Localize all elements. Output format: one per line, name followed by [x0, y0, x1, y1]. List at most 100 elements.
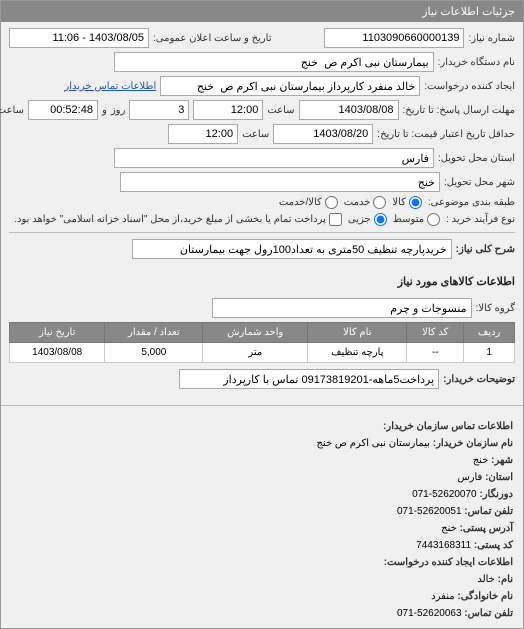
val-org-city: خنج	[473, 455, 489, 466]
row-buyer-desc: توضیحات خریدار:	[9, 369, 515, 389]
val-req-phone: 52620063-071	[397, 608, 462, 619]
th-date: تاریخ نیاز	[10, 323, 105, 343]
label-org-province: استان:	[485, 472, 513, 483]
td-name: پارچه تنظیف	[308, 343, 407, 363]
panel-title: جزئیات اطلاعات نیاز	[422, 6, 515, 18]
val-org-name: بیمارستان نبی اکرم ص خنج	[316, 438, 430, 449]
label-org-city: شهر:	[491, 455, 513, 466]
radio-minor[interactable]	[374, 213, 387, 226]
radio-goods-service[interactable]	[325, 196, 338, 209]
buyer-desc-field[interactable]	[179, 369, 439, 389]
row-need-title: شرح کلی نیاز:	[9, 239, 515, 259]
row-province: استان محل تحویل:	[9, 148, 515, 168]
row-deadline: مهلت ارسال پاسخ: تا تاریخ: ساعت روز و سا…	[9, 100, 515, 120]
panel-header: جزئیات اطلاعات نیاز	[1, 1, 523, 22]
validity-time-field[interactable]	[168, 124, 238, 144]
row-subject-class: طبقه بندی موضوعی: کالا خدمت کالا/خدمت	[9, 196, 515, 209]
label-need-no: شماره نیاز:	[468, 33, 515, 44]
val-postal-addr: خنج	[441, 523, 457, 534]
td-date: 1403/08/08	[10, 343, 105, 363]
radio-medium-label[interactable]: متوسط	[393, 213, 440, 226]
val-fax: 52620070-071	[412, 489, 477, 500]
label-req-creator-title: اطلاعات ایجاد کننده درخواست:	[384, 557, 513, 568]
row-process-type: نوع فرآیند خرید : متوسط جزیی پرداخت تمام…	[9, 213, 515, 226]
deadline-days-field[interactable]	[129, 100, 189, 120]
label-remaining: ساعت باقی مانده	[0, 105, 24, 116]
panel-body: شماره نیاز: تاریخ و ساعت اعلان عمومی: نا…	[1, 22, 523, 269]
th-unit: واحد شمارش	[203, 323, 308, 343]
need-no-field[interactable]	[324, 28, 464, 48]
td-qty: 5,000	[105, 343, 203, 363]
city-field[interactable]	[120, 172, 440, 192]
label-process-type: نوع فرآیند خرید :	[446, 214, 515, 225]
contact-link[interactable]: اطلاعات تماس خریدار	[64, 81, 156, 92]
label-req-family: نام خانوادگی:	[457, 591, 513, 602]
val-org-province: فارس	[457, 472, 482, 483]
row-goods-group: گروه کالا:	[9, 298, 515, 318]
label-postal-code: کد پستی:	[474, 540, 513, 551]
contact-info-block: اطلاعات تماس سازمان خریدار: نام سازمان خ…	[1, 412, 523, 628]
label-days: روز	[111, 105, 126, 116]
label-buyer-desc: توضیحات خریدار:	[443, 374, 515, 385]
announce-dt-field[interactable]	[9, 28, 149, 48]
label-device-name: نام دستگاه خریدار:	[438, 57, 515, 68]
checkbox-islamic-label[interactable]: پرداخت تمام یا بخشی از مبلغ خرید،از محل …	[14, 213, 342, 226]
device-name-field[interactable]	[114, 52, 434, 72]
goods-section-title: اطلاعات کالاهای مورد نیاز	[9, 275, 515, 288]
deadline-time-field[interactable]	[193, 100, 263, 120]
val-phone: 52620051-071	[397, 506, 462, 517]
label-contact-title: اطلاعات تماس سازمان خریدار:	[383, 421, 513, 432]
radio-goods[interactable]	[409, 196, 422, 209]
radio-goods-service-text: کالا/خدمت	[279, 197, 322, 208]
radio-medium-text: متوسط	[393, 214, 424, 225]
label-and: و	[102, 105, 107, 116]
radio-medium[interactable]	[427, 213, 440, 226]
th-code: کد کالا	[407, 323, 464, 343]
row-validity: حداقل تاریخ اعتبار قیمت: تا تاریخ: ساعت	[9, 124, 515, 144]
row-device-name: نام دستگاه خریدار:	[9, 52, 515, 72]
row-need-no: شماره نیاز: تاریخ و ساعت اعلان عمومی:	[9, 28, 515, 48]
separator-1	[9, 232, 515, 233]
label-validity: حداقل تاریخ اعتبار قیمت: تا تاریخ:	[377, 129, 515, 140]
td-unit: متر	[203, 343, 308, 363]
label-time-1: ساعت	[267, 105, 294, 116]
radio-goods-text: کالا	[392, 197, 406, 208]
label-goods-group: گروه کالا:	[476, 303, 515, 314]
label-time-2: ساعت	[242, 129, 269, 140]
val-postal-code: 7443168311	[416, 540, 471, 551]
creator-field[interactable]	[160, 76, 420, 96]
label-subject-class: طبقه بندی موضوعی:	[428, 197, 515, 208]
label-req-phone: تلفن تماس:	[464, 608, 513, 619]
label-creator: ایجاد کننده درخواست:	[424, 81, 515, 92]
radio-goods-service-label[interactable]: کالا/خدمت	[279, 196, 338, 209]
radio-service[interactable]	[373, 196, 386, 209]
goods-group-field[interactable]	[212, 298, 472, 318]
radio-service-text: خدمت	[344, 197, 371, 208]
need-details-panel: جزئیات اطلاعات نیاز شماره نیاز: تاریخ و …	[0, 0, 524, 629]
val-req-family: منفرد	[431, 591, 454, 602]
checkbox-islamic-text: پرداخت تمام یا بخشی از مبلغ خرید،از محل …	[14, 214, 326, 225]
separator-2	[1, 405, 523, 406]
goods-table: ردیف کد کالا نام کالا واحد شمارش تعداد /…	[9, 322, 515, 363]
th-qty: تعداد / مقدار	[105, 323, 203, 343]
province-field[interactable]	[114, 148, 434, 168]
radio-minor-text: جزیی	[348, 214, 371, 225]
radio-goods-label[interactable]: کالا	[392, 196, 422, 209]
label-announce-dt: تاریخ و ساعت اعلان عمومی:	[153, 33, 272, 44]
radio-service-label[interactable]: خدمت	[344, 196, 387, 209]
radio-minor-label[interactable]: جزیی	[348, 213, 387, 226]
deadline-date-field[interactable]	[299, 100, 399, 120]
validity-date-field[interactable]	[273, 124, 373, 144]
deadline-remaining-field[interactable]	[28, 100, 98, 120]
th-row: ردیف	[464, 323, 515, 343]
td-row: 1	[464, 343, 515, 363]
label-city: شهر محل تحویل:	[444, 177, 515, 188]
goods-body: گروه کالا: ردیف کد کالا نام کالا واحد شم…	[1, 292, 523, 399]
need-title-field[interactable]	[132, 239, 452, 259]
label-org-name: نام سازمان خریدار:	[433, 438, 513, 449]
checkbox-islamic[interactable]	[329, 213, 342, 226]
table-row: 1 -- پارچه تنظیف متر 5,000 1403/08/08	[10, 343, 515, 363]
row-city: شهر محل تحویل:	[9, 172, 515, 192]
th-name: نام کالا	[308, 323, 407, 343]
label-fax: دورنگار:	[479, 489, 513, 500]
